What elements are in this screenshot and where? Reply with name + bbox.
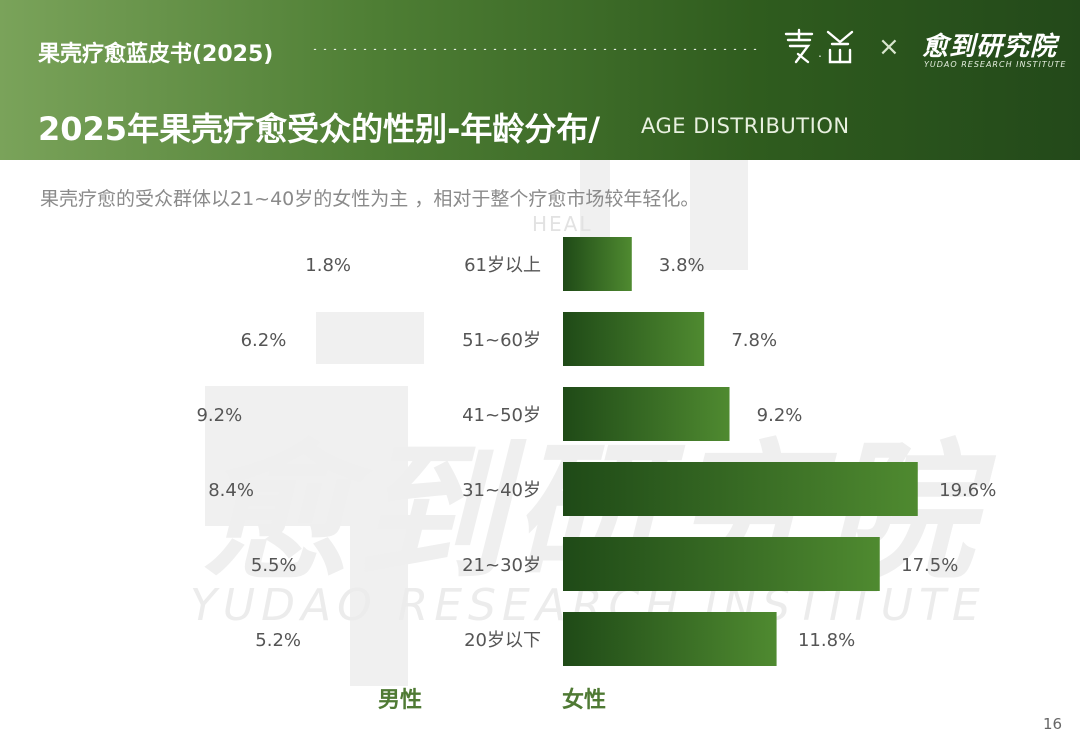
female-value-label: 7.8% [731, 330, 777, 351]
brand-logo-text: 愈到研究院 [922, 32, 1058, 62]
female-value-label: 3.8% [659, 255, 705, 276]
brand-logo-subtext: YUDAO RESEARCH INSTITUTE [924, 60, 1067, 69]
female-bar [563, 462, 918, 516]
male-value-label: 1.8% [305, 255, 351, 276]
logo-separator: × [878, 32, 900, 62]
male-value-label: 5.2% [255, 630, 301, 651]
female-value-label: 19.6% [939, 480, 996, 501]
page-number: 16 [1043, 715, 1063, 733]
female-bar [563, 387, 730, 441]
legend-male: 男性 [378, 688, 423, 713]
legend-female: 女性 [562, 688, 607, 713]
female-value-label: 17.5% [901, 555, 958, 576]
female-value-label: 9.2% [757, 405, 803, 426]
female-value-label: 11.8% [798, 630, 855, 651]
female-bar [563, 312, 705, 366]
male-value-label: 8.4% [208, 480, 254, 501]
female-bar [563, 612, 777, 666]
chart-subtitle: 果壳疗愈的受众群体以21~40岁的女性为主 ，相对于整个疗愈市场较年轻化。 [40, 188, 700, 210]
category-label: 61岁以上 [464, 255, 541, 276]
header-banner: 果壳疗愈蓝皮书(2025) • × 愈到研究院 YUDAO RESEARCH I… [0, 0, 1080, 160]
category-label: 31~40岁 [462, 480, 541, 501]
svg-text:•: • [819, 54, 822, 60]
partner-logo-icon: • [784, 28, 854, 64]
male-value-label: 5.5% [251, 555, 297, 576]
female-bar [563, 537, 880, 591]
category-label: 41~50岁 [462, 405, 541, 426]
dotted-divider [310, 48, 760, 50]
category-label: 21~30岁 [462, 555, 541, 576]
category-label: 51~60岁 [462, 330, 541, 351]
page-title: 2025年果壳疗愈受众的性别-年龄分布/ [38, 110, 601, 148]
page-title-english: AGE DISTRIBUTION [641, 114, 850, 138]
male-value-label: 9.2% [196, 405, 242, 426]
male-value-label: 6.2% [241, 330, 287, 351]
female-bar [563, 237, 632, 291]
category-label: 20岁以下 [464, 630, 541, 651]
report-title: 果壳疗愈蓝皮书(2025) [38, 42, 274, 67]
